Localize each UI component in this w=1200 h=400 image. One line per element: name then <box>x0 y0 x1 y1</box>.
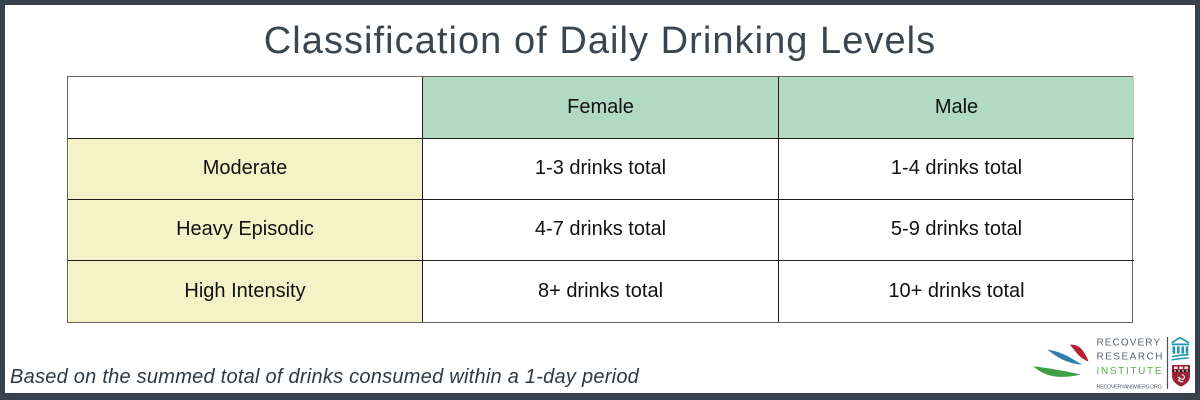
svg-text:RESEARCH: RESEARCH <box>1097 351 1163 362</box>
svg-text:RECOVERY: RECOVERY <box>1097 337 1161 348</box>
svg-text:INSTITUTE: INSTITUTE <box>1097 366 1162 377</box>
svg-text:RECOVERYANSWERS.ORG: RECOVERYANSWERS.ORG <box>1097 385 1163 391</box>
